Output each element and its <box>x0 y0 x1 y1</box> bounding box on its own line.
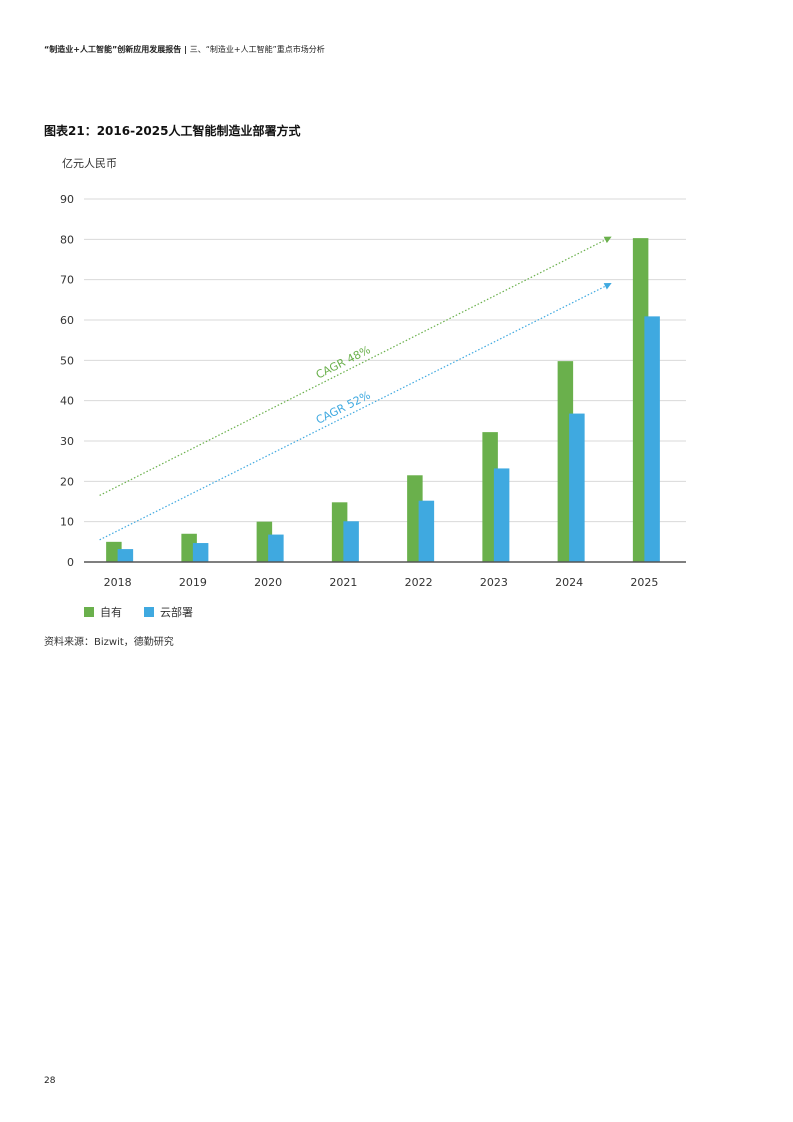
y-tick-label: 70 <box>60 274 74 287</box>
cagr-arrow <box>99 283 612 541</box>
y-axis-unit-label: 亿元人民币 <box>62 157 117 170</box>
y-tick-label: 0 <box>67 556 74 569</box>
bar-cloud-2019 <box>192 543 209 562</box>
bar-chart: 0 10 20 30 40 50 60 70 80 90 2018 2019 2020 2021 2022 2… <box>60 193 686 589</box>
bar-cloud-2018 <box>117 549 134 562</box>
legend-item-own: 自有 <box>84 604 122 620</box>
legend-item-cloud: 云部署 <box>144 604 193 620</box>
legend-swatch-cloud <box>144 607 154 617</box>
bar-cloud-2023 <box>493 468 510 562</box>
chart-legend: 自有 云部署 <box>84 604 193 620</box>
y-tick-label: 60 <box>60 314 74 327</box>
y-tick-label: 90 <box>60 193 74 206</box>
y-tick-label: 30 <box>60 435 74 448</box>
y-tick-label: 80 <box>60 233 74 246</box>
x-tick-label: 2025 <box>630 576 658 589</box>
x-tick-label: 2024 <box>555 576 583 589</box>
y-tick-label: 10 <box>60 516 74 529</box>
y-tick-label: 50 <box>60 354 74 367</box>
page-number: 28 <box>44 1076 56 1086</box>
cagr-arrow <box>99 236 612 496</box>
legend-label-own: 自有 <box>100 606 122 619</box>
bar-cloud-2021 <box>343 521 359 562</box>
bar-cloud-2024 <box>569 413 585 562</box>
x-tick-label: 2023 <box>480 576 508 589</box>
x-tick-label: 2022 <box>405 576 433 589</box>
x-tick-label: 2018 <box>104 576 132 589</box>
report-title: “制造业+人工智能”创新应用发展报告 <box>44 45 182 54</box>
y-tick-label: 40 <box>60 395 74 408</box>
x-tick-label: 2020 <box>254 576 282 589</box>
cagr-label: CAGR 48% <box>314 343 373 381</box>
running-header: “制造业+人工智能”创新应用发展报告 | 三、“制造业+人工智能”重点市场分析 <box>44 44 325 55</box>
figure-title: 图表21：2016-2025人工智能制造业部署方式 <box>44 124 301 138</box>
bar-cloud-2020 <box>268 534 284 562</box>
legend-label-cloud: 云部署 <box>160 606 193 619</box>
y-tick-label: 20 <box>60 475 74 488</box>
bar-cloud-2025 <box>644 316 660 562</box>
section-title: 三、“制造业+人工智能”重点市场分析 <box>189 45 325 54</box>
x-tick-label: 2021 <box>329 576 357 589</box>
legend-swatch-own <box>84 607 94 617</box>
x-tick-label: 2019 <box>179 576 207 589</box>
bar-cloud-2022 <box>418 500 435 562</box>
header-separator: | <box>181 45 190 54</box>
source-note: 资料来源：Bizwit，德勤研究 <box>44 637 174 648</box>
